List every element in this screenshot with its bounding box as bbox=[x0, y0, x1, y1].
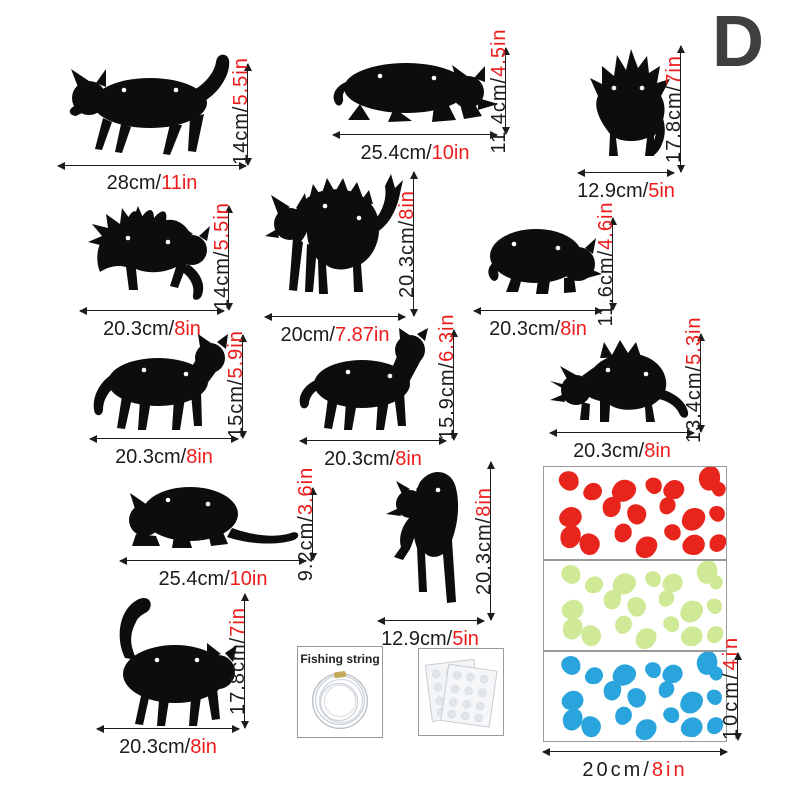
height-arrow bbox=[224, 205, 233, 311]
height-arrow bbox=[409, 171, 418, 317]
height-arrow bbox=[501, 47, 510, 135]
height-arrow bbox=[486, 461, 495, 621]
height-arrow bbox=[608, 217, 617, 311]
height-label: 13.4cm/5.3in bbox=[683, 316, 705, 443]
width-arrow bbox=[119, 556, 307, 565]
width-label: 20cm/8in bbox=[582, 759, 688, 781]
width-arrow bbox=[377, 616, 485, 625]
height-label: 15.9cm/6.3in bbox=[436, 313, 458, 440]
height-label: 10cm/4in bbox=[720, 634, 742, 740]
fishing-line-coil-icon bbox=[311, 671, 369, 730]
hissing-arched-cat-icon bbox=[550, 340, 689, 422]
height-label: 20.3cm/8in bbox=[473, 487, 495, 595]
crouched-cat-icon bbox=[488, 229, 602, 294]
height-label: 11.6cm/4.6in bbox=[595, 201, 617, 327]
height-arrow bbox=[243, 63, 252, 166]
height-arrow bbox=[733, 652, 742, 741]
standing-cat-head-raised-icon bbox=[299, 328, 428, 430]
width-arrow bbox=[577, 168, 675, 177]
tall-cat-raised-paw-icon bbox=[386, 471, 459, 603]
width-arrow bbox=[473, 306, 603, 315]
width-arrow bbox=[299, 436, 447, 445]
height-arrow bbox=[676, 45, 685, 173]
height-label: 14cm/5.5in bbox=[211, 202, 233, 310]
width-arrow bbox=[332, 130, 498, 139]
width-label: 12.9cm/5in bbox=[381, 628, 479, 650]
width-label: 20.3cm/8in bbox=[103, 318, 201, 340]
height-arrow bbox=[696, 333, 705, 433]
arched-hissing-cat-icon bbox=[265, 174, 403, 294]
height-arrow bbox=[308, 487, 317, 561]
crouching-cat-long-tail-icon bbox=[129, 487, 299, 548]
width-arrow bbox=[57, 161, 247, 170]
height-label: 11.4cm/4.5in bbox=[488, 28, 510, 154]
variant-letter: D bbox=[712, 2, 764, 82]
height-label: 20.3cm/8in bbox=[396, 190, 418, 298]
width-arrow bbox=[542, 747, 728, 756]
height-arrow bbox=[238, 334, 247, 439]
width-arrow bbox=[264, 312, 406, 321]
width-label: 20.3cm/8in bbox=[115, 446, 213, 468]
spiky-arched-cat-icon bbox=[88, 206, 210, 300]
width-arrow bbox=[89, 434, 239, 443]
height-arrow bbox=[240, 593, 249, 729]
stalking-cat-icon bbox=[333, 63, 498, 122]
walking-cat-curled-tail-icon bbox=[119, 597, 237, 726]
fishing-string-label: Fishing string bbox=[300, 652, 380, 666]
width-arrow bbox=[79, 306, 225, 315]
height-arrow bbox=[449, 329, 458, 441]
fishing-string-box: Fishing string bbox=[297, 646, 383, 738]
width-label: 20.3cm/8in bbox=[489, 318, 587, 340]
height-label: 14cm/5.5in bbox=[230, 57, 252, 165]
width-label: 20.3cm/8in bbox=[324, 448, 422, 470]
paw-sheet-green bbox=[543, 560, 727, 651]
width-label: 25.4cm/10in bbox=[158, 568, 268, 590]
standing-cat-looking-up-icon bbox=[93, 334, 228, 430]
paw-sheet-red bbox=[543, 466, 727, 560]
width-label: 28cm/11in bbox=[106, 172, 198, 194]
adhesive-dots-sheets-icon bbox=[424, 658, 498, 728]
adhesive-dots-box bbox=[418, 648, 504, 736]
width-arrow bbox=[96, 724, 240, 733]
height-label: 9.2cm/3.6in bbox=[295, 466, 317, 582]
width-label: 25.4cm/10in bbox=[360, 142, 470, 164]
width-label: 20.3cm/8in bbox=[119, 736, 217, 758]
width-label: 20cm/7.87in bbox=[280, 324, 390, 346]
arched-back-rear-cat-icon bbox=[590, 49, 670, 156]
height-label: 17.8cm/7in bbox=[663, 55, 685, 163]
height-label: 15cm/5.9in bbox=[225, 330, 247, 438]
paw-sheet-blue bbox=[543, 651, 727, 742]
height-label: 17.8cm/7in bbox=[227, 607, 249, 715]
width-label: 20.3cm/8in bbox=[573, 440, 671, 462]
width-label: 12.9cm/5in bbox=[577, 180, 675, 202]
width-arrow bbox=[549, 428, 695, 437]
walking-cat-tail-up-icon bbox=[69, 54, 230, 155]
